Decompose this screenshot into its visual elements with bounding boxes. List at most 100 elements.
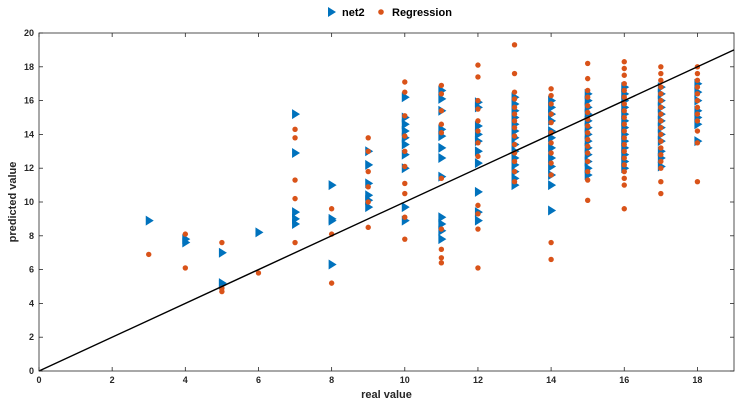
regression-point — [511, 133, 518, 139]
x-tick-label: 0 — [36, 375, 41, 385]
regression-point — [511, 118, 518, 124]
regression-point — [694, 104, 701, 111]
regression-point — [621, 168, 627, 175]
x-tick-label: 10 — [400, 375, 410, 385]
y-tick-label: 4 — [29, 298, 34, 308]
net2-point — [218, 247, 227, 258]
net2-point — [145, 215, 154, 226]
regression-point — [621, 94, 627, 100]
regression-point — [621, 182, 627, 188]
x-tick-label: 14 — [546, 375, 556, 385]
regression-point — [584, 60, 591, 67]
regression-point — [658, 158, 664, 165]
plot-frame — [38, 32, 735, 372]
legend: net2 Regression — [328, 7, 452, 19]
regression-point — [182, 231, 189, 237]
regression-point — [694, 111, 701, 117]
regression-point — [402, 236, 408, 242]
x-tick-label: 8 — [329, 375, 334, 385]
regression-point — [548, 101, 554, 107]
x-tick-label: 4 — [183, 375, 188, 385]
regression-point — [475, 140, 481, 146]
regression-point — [584, 150, 591, 156]
regression-point — [402, 89, 408, 95]
net2-point — [548, 153, 557, 164]
regression-point — [694, 70, 701, 77]
net2-point — [401, 119, 410, 130]
regression-point — [658, 179, 664, 185]
regression-point — [658, 97, 664, 104]
regression-point — [621, 121, 627, 127]
regression-point — [292, 239, 298, 246]
regression-point — [438, 246, 445, 253]
regression-point — [621, 128, 627, 134]
net2-point — [182, 237, 191, 248]
regression-point — [328, 206, 335, 212]
net2-point — [438, 218, 447, 229]
regression-point — [255, 270, 262, 276]
regression-point — [621, 114, 627, 121]
regression-point — [365, 224, 371, 231]
net2-point — [438, 212, 447, 223]
regression-point — [219, 288, 225, 295]
regression-point — [694, 77, 701, 84]
y-tick-label: 18 — [24, 62, 34, 72]
regression-point — [511, 96, 518, 102]
regression-point — [658, 77, 664, 84]
regression-point — [548, 119, 554, 126]
regression-point — [365, 199, 371, 205]
regression-point — [621, 206, 627, 212]
net2-point — [365, 159, 374, 170]
net2-point — [292, 207, 301, 218]
regression-point — [694, 179, 701, 185]
net2-point — [401, 92, 410, 103]
regression-point — [621, 148, 627, 154]
regression-point — [292, 135, 298, 141]
regression-point — [584, 197, 591, 204]
regression-point — [511, 42, 518, 48]
regression-point — [292, 195, 298, 202]
net2-point — [401, 126, 410, 137]
net2-point — [474, 158, 483, 169]
net2-point — [548, 205, 557, 216]
y-tick-label: 14 — [24, 129, 34, 139]
net2-point — [255, 227, 264, 238]
regression-point — [475, 106, 481, 112]
regression-point — [402, 214, 408, 220]
regression-point — [584, 177, 591, 183]
regression-point — [621, 175, 627, 182]
legend-net2-marker — [328, 7, 336, 17]
regression-point — [402, 148, 408, 154]
net2-point — [401, 202, 410, 213]
x-tick-label: 16 — [619, 375, 629, 385]
y-tick-label: 10 — [24, 197, 34, 207]
x-axis-label: real value — [361, 389, 412, 401]
regression-point — [511, 124, 518, 131]
regression-point — [658, 145, 664, 151]
y-tick-label: 2 — [29, 332, 34, 342]
regression-point — [511, 158, 518, 165]
x-tick-label: 2 — [110, 375, 115, 385]
regression-point — [511, 141, 518, 148]
regression-point — [438, 82, 445, 89]
reference-line — [38, 49, 735, 372]
regression-point — [658, 165, 664, 171]
regression-point — [584, 136, 591, 143]
net2-point — [292, 218, 301, 229]
regression-point — [402, 79, 408, 85]
regression-point — [621, 59, 627, 65]
net2-point — [474, 186, 483, 197]
regression-point — [584, 109, 591, 116]
y-axis-label: predicted value — [7, 162, 19, 243]
regression-point — [584, 75, 591, 82]
series-regression — [146, 42, 701, 295]
regression-point — [438, 108, 445, 114]
net2-point — [474, 120, 483, 131]
y-tick-label: 20 — [24, 28, 34, 38]
regression-point — [621, 108, 627, 114]
net2-point — [438, 153, 447, 164]
regression-point — [658, 118, 664, 124]
regression-point — [584, 102, 591, 109]
regression-point — [584, 168, 591, 175]
net2-point — [365, 202, 374, 213]
